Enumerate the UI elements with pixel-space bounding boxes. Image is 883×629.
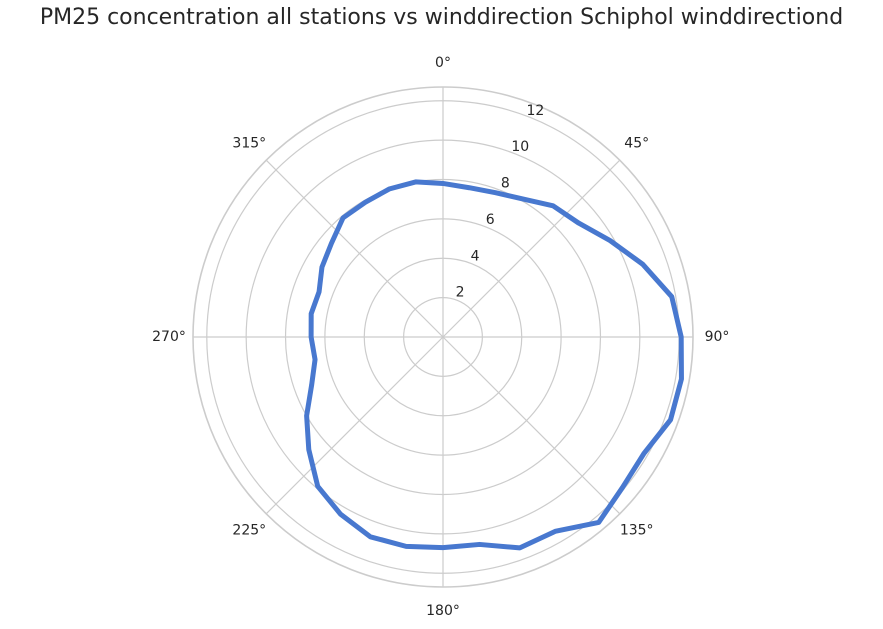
series-layer	[304, 179, 684, 551]
angle-tick-label: 270°	[152, 329, 186, 345]
angular-gridline	[265, 336, 444, 515]
radial-tick-label: 12	[526, 103, 544, 119]
angle-tick-label: 315°	[232, 135, 266, 151]
chart-title: PM25 concentration all stations vs windd…	[39, 5, 844, 30]
angular-gridline	[442, 159, 621, 338]
polar-grid	[192, 86, 694, 588]
angle-tick-label: 0°	[435, 55, 451, 71]
angle-tick-label: 180°	[426, 603, 460, 619]
tick-labels: 0° 45° 90° 135° 180° 225° 270° 315° 2 4 6 8 10 12	[152, 55, 729, 619]
radial-tick-label: 8	[501, 176, 510, 192]
radial-tick-label: 2	[456, 285, 465, 301]
radial-tick-label: 6	[486, 212, 495, 228]
angle-tick-label: 135°	[620, 523, 654, 539]
radial-tick-label: 10	[511, 139, 529, 155]
angle-tick-label: 45°	[624, 135, 649, 151]
angle-tick-label: 225°	[232, 523, 266, 539]
angular-gridline	[442, 336, 621, 515]
radial-tick-label: 4	[471, 248, 480, 264]
series-line	[304, 179, 684, 551]
angle-tick-label: 90°	[705, 329, 730, 345]
angular-gridline	[265, 159, 444, 338]
polar-frame	[192, 86, 694, 588]
